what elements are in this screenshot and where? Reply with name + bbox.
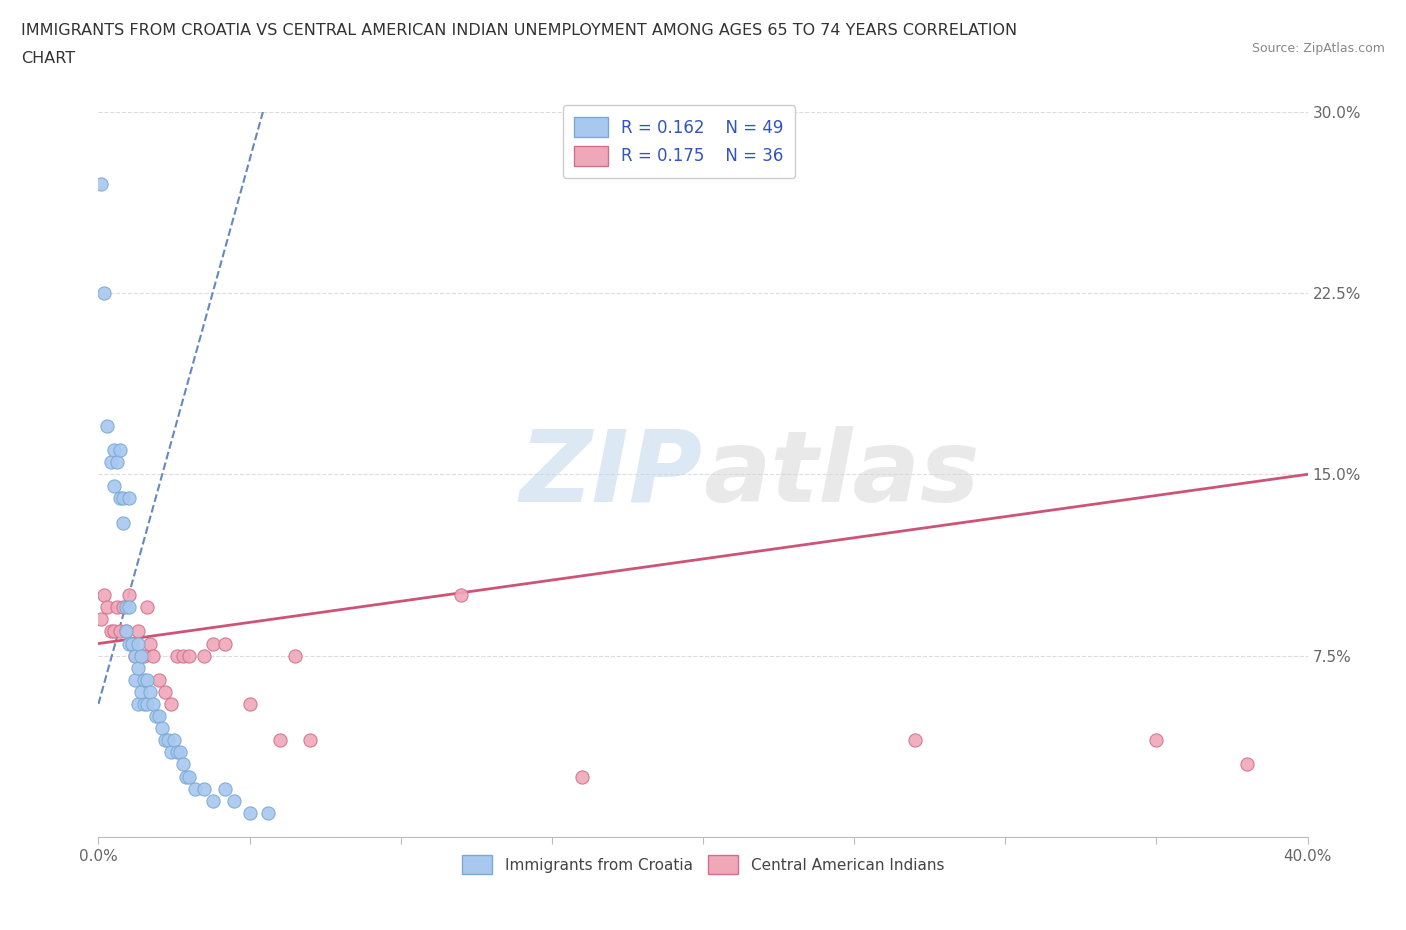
Point xyxy=(132,672,155,687)
Point xyxy=(169,745,191,760)
Point xyxy=(90,177,112,192)
Point xyxy=(214,636,236,651)
Point xyxy=(299,733,322,748)
Point xyxy=(239,697,262,711)
Point xyxy=(127,697,149,711)
Point xyxy=(96,600,118,615)
Point xyxy=(224,793,246,808)
Point xyxy=(96,418,118,433)
Point xyxy=(184,781,207,796)
Point xyxy=(105,455,128,470)
Point xyxy=(166,648,188,663)
Point xyxy=(135,600,157,615)
Point xyxy=(114,624,136,639)
Point xyxy=(156,733,179,748)
Point xyxy=(127,660,149,675)
Point xyxy=(118,491,141,506)
Point xyxy=(114,624,136,639)
Point xyxy=(214,781,236,796)
Point xyxy=(124,672,146,687)
Point xyxy=(139,636,162,651)
Point xyxy=(450,588,472,603)
Legend: Immigrants from Croatia, Central American Indians: Immigrants from Croatia, Central America… xyxy=(456,849,950,880)
Point xyxy=(108,443,131,458)
Point xyxy=(256,805,278,820)
Point xyxy=(174,769,197,784)
Point xyxy=(121,636,143,651)
Point xyxy=(1144,733,1167,748)
Point xyxy=(111,515,134,530)
Point xyxy=(127,636,149,651)
Point xyxy=(153,684,176,699)
Point xyxy=(124,648,146,663)
Point xyxy=(179,648,201,663)
Point xyxy=(114,600,136,615)
Point xyxy=(118,588,141,603)
Point xyxy=(202,636,225,651)
Point xyxy=(105,600,128,615)
Point xyxy=(148,672,170,687)
Point xyxy=(132,697,155,711)
Point xyxy=(1236,757,1258,772)
Point xyxy=(150,721,173,736)
Point xyxy=(160,745,183,760)
Point xyxy=(145,709,167,724)
Text: IMMIGRANTS FROM CROATIA VS CENTRAL AMERICAN INDIAN UNEMPLOYMENT AMONG AGES 65 TO: IMMIGRANTS FROM CROATIA VS CENTRAL AMERI… xyxy=(21,23,1017,38)
Point xyxy=(118,600,141,615)
Point xyxy=(129,648,152,663)
Point xyxy=(103,479,125,494)
Point xyxy=(135,672,157,687)
Point xyxy=(571,769,593,784)
Text: Source: ZipAtlas.com: Source: ZipAtlas.com xyxy=(1251,42,1385,55)
Point xyxy=(108,491,131,506)
Point xyxy=(124,648,146,663)
Point xyxy=(129,648,152,663)
Point xyxy=(103,443,125,458)
Point xyxy=(904,733,927,748)
Point xyxy=(202,793,225,808)
Point xyxy=(142,697,165,711)
Point xyxy=(163,733,186,748)
Point xyxy=(179,769,201,784)
Text: atlas: atlas xyxy=(703,426,980,523)
Point xyxy=(90,612,112,627)
Point xyxy=(132,648,155,663)
Point xyxy=(127,624,149,639)
Point xyxy=(121,636,143,651)
Text: ZIP: ZIP xyxy=(520,426,703,523)
Text: CHART: CHART xyxy=(21,51,75,66)
Point xyxy=(108,624,131,639)
Point xyxy=(193,648,215,663)
Point xyxy=(135,697,157,711)
Point xyxy=(142,648,165,663)
Point xyxy=(129,684,152,699)
Point xyxy=(172,648,194,663)
Point xyxy=(172,757,194,772)
Point xyxy=(269,733,291,748)
Point xyxy=(100,624,122,639)
Point xyxy=(103,624,125,639)
Point xyxy=(239,805,262,820)
Point xyxy=(160,697,183,711)
Point xyxy=(93,286,115,300)
Point xyxy=(93,588,115,603)
Point xyxy=(148,709,170,724)
Point xyxy=(166,745,188,760)
Point xyxy=(100,455,122,470)
Point xyxy=(193,781,215,796)
Point xyxy=(284,648,307,663)
Point xyxy=(118,636,141,651)
Point xyxy=(111,600,134,615)
Point xyxy=(111,491,134,506)
Point xyxy=(153,733,176,748)
Point xyxy=(139,684,162,699)
